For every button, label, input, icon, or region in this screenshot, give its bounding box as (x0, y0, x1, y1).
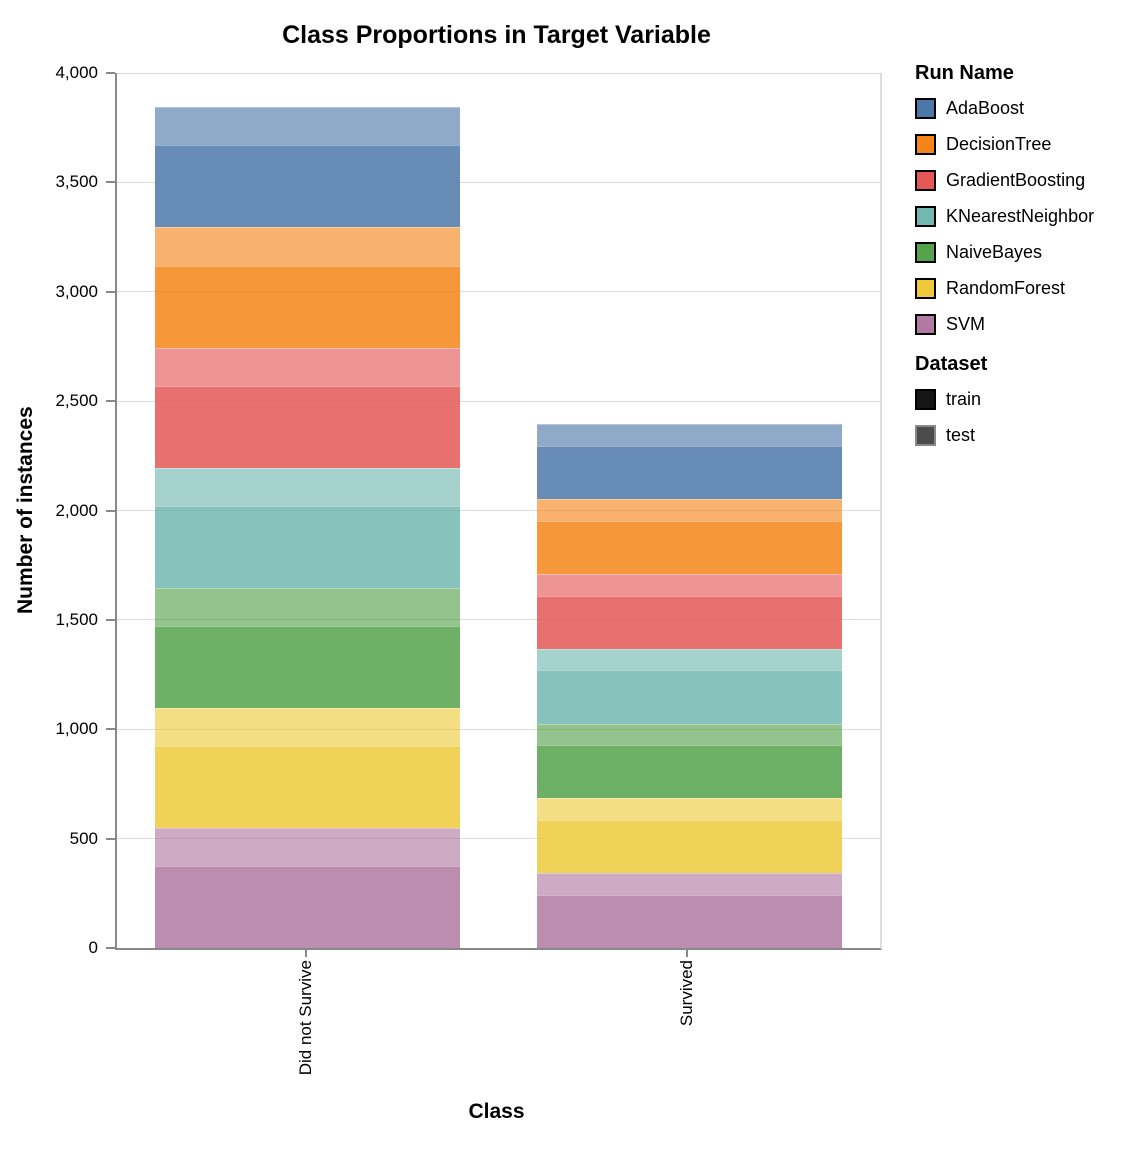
bar-segment-randomforest-train[interactable] (536, 820, 842, 874)
bar-segment-naivebayes-test[interactable] (536, 723, 842, 746)
bar-segment-naivebayes-train[interactable] (155, 625, 461, 708)
legend-item-test: test (915, 425, 1130, 446)
y-tick (106, 837, 115, 840)
gridline (117, 510, 880, 511)
bar-segment-decisiontree-train[interactable] (536, 520, 842, 574)
gridline (117, 619, 880, 621)
bar-survived[interactable] (536, 73, 842, 948)
x-category-label: Did not Survive (295, 960, 315, 1076)
legend-label: AdaBoost (946, 98, 1025, 118)
legend-item-randomforest: RandomForest (915, 278, 1130, 299)
x-axis-title: Class (468, 1100, 525, 1123)
bar-segment-naivebayes-test[interactable] (155, 587, 461, 626)
legend-swatch-train (915, 389, 936, 410)
bar-segment-gradientboosting-test[interactable] (536, 573, 842, 596)
y-tick-label: 2,000 (55, 500, 98, 520)
gridline (117, 181, 880, 183)
y-tick-label: 3,000 (55, 281, 98, 301)
legend-item-train: train (915, 389, 1130, 410)
legend-swatch-gradientboosting (915, 170, 936, 191)
plot-area (115, 72, 882, 950)
bar-segment-svm-test[interactable] (155, 827, 461, 866)
bar-did-not-survive[interactable] (155, 73, 461, 948)
legend-swatch-adaboost (915, 98, 936, 119)
gridline (117, 400, 880, 402)
gridline (117, 838, 880, 840)
legend-item-adaboost: AdaBoost (915, 98, 1130, 119)
bar-segment-gradientboosting-test[interactable] (155, 347, 461, 386)
legend-label: train (946, 389, 982, 409)
bar-segment-svm-test[interactable] (536, 873, 842, 895)
y-tick (106, 72, 115, 74)
y-tick (106, 947, 115, 949)
legend-swatch-decisiontree (915, 134, 936, 155)
bar-segment-naivebayes-train[interactable] (536, 745, 842, 799)
bar-segment-gradientboosting-train[interactable] (155, 385, 461, 468)
legend-swatch-svm (915, 314, 936, 335)
legend-item-naivebayes: NaiveBayes (915, 242, 1130, 263)
y-tick (106, 509, 115, 512)
gridline (117, 72, 880, 74)
y-tick-label: 1,000 (55, 719, 98, 739)
y-tick (106, 618, 115, 621)
y-tick-label: 1,500 (55, 609, 98, 629)
legend-label: GradientBoosting (946, 170, 1086, 190)
legend-label: RandomForest (946, 278, 1066, 298)
y-tick (106, 181, 115, 184)
legend-item-decisiontree: DecisionTree (915, 134, 1130, 155)
legend-label: NaiveBayes (946, 242, 1043, 262)
legend-title-dataset: Dataset (915, 353, 988, 375)
bar-segment-svm-train[interactable] (536, 894, 842, 948)
bar-segment-decisiontree-train[interactable] (155, 265, 461, 348)
legend-swatch-knearestneighbor (915, 206, 936, 227)
y-tick (106, 400, 115, 403)
y-tick-label: 500 (69, 828, 98, 848)
y-tick-label: 2,500 (55, 391, 98, 411)
y-tick (106, 728, 115, 731)
y-tick-label: 3,500 (55, 172, 98, 192)
bar-segment-adaboost-test[interactable] (536, 424, 842, 446)
bar-segment-gradientboosting-train[interactable] (536, 595, 842, 649)
x-category-label: Survived (677, 960, 697, 1027)
chart-title: Class Proportions in Target Variable (282, 21, 711, 49)
bar-segment-randomforest-test[interactable] (536, 798, 842, 821)
bar-segment-knearestneighbor-test[interactable] (536, 648, 842, 671)
legend-label: DecisionTree (946, 134, 1052, 154)
bar-segment-randomforest-train[interactable] (155, 745, 461, 828)
bar-segment-decisiontree-test[interactable] (155, 227, 461, 266)
y-tick-label: 0 (88, 938, 98, 957)
bar-segment-knearestneighbor-test[interactable] (155, 467, 461, 506)
y-tick (106, 290, 115, 293)
legend-swatch-test (915, 425, 936, 446)
legend-title-run-name: Run Name (915, 62, 1014, 84)
bar-segment-svm-train[interactable] (155, 865, 461, 948)
gridline (117, 291, 880, 293)
x-tick (304, 950, 307, 957)
bar-segment-knearestneighbor-train[interactable] (536, 670, 842, 724)
legend-swatch-naivebayes (915, 242, 936, 263)
legend-swatch-randomforest (915, 278, 936, 299)
bar-segment-decisiontree-test[interactable] (536, 499, 842, 521)
legend-item-gradientboosting: GradientBoosting (915, 170, 1130, 191)
legend-item-svm: SVM (915, 314, 1130, 335)
legend-label: KNearestNeighbor (946, 206, 1095, 226)
legend-label: test (946, 425, 976, 445)
bar-segment-knearestneighbor-train[interactable] (155, 505, 461, 588)
y-tick-label: 4,000 (55, 63, 98, 82)
bar-segment-adaboost-train[interactable] (536, 445, 842, 500)
legend-item-knearestneighbor: KNearestNeighbor (915, 206, 1130, 227)
legend: Run Name AdaBoost DecisionTree GradientBoo… (915, 62, 1130, 461)
gridline (117, 728, 880, 730)
legend-label: SVM (946, 314, 986, 334)
bar-segment-randomforest-test[interactable] (155, 707, 461, 746)
bar-segment-adaboost-train[interactable] (155, 145, 461, 228)
x-tick (686, 950, 689, 957)
bar-segment-adaboost-test[interactable] (155, 107, 461, 146)
